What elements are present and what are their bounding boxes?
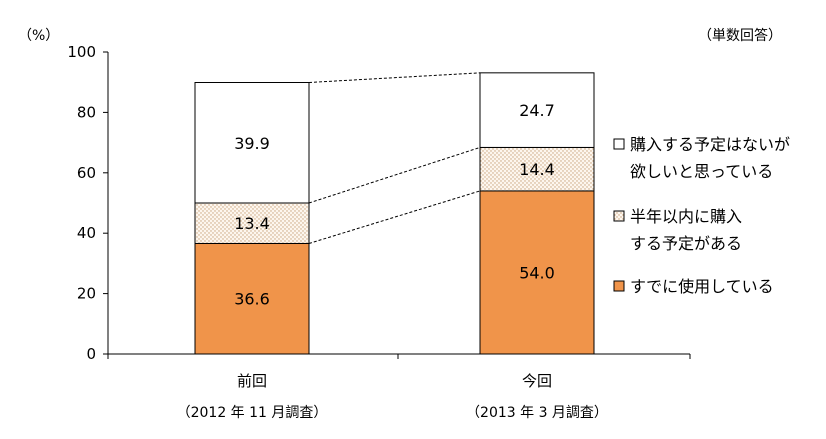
bar-segment (194, 202, 310, 244)
x-axis: 前回 （2012 年 11 月調査） 今回 （2013 年 3 月調査） (107, 353, 691, 421)
legend-label: 購入する予定はないが (630, 135, 790, 154)
legend-swatch (613, 138, 625, 150)
legend-label: する予定がある (630, 234, 742, 253)
response-type-note: （単数回答） (698, 27, 782, 44)
data-label: 36.6 (234, 290, 270, 309)
bar-segment (479, 72, 595, 148)
connector-line (308, 190, 481, 244)
y-tick-label: 80 (77, 103, 96, 121)
data-label: 24.7 (519, 101, 555, 120)
connector-line (308, 72, 481, 84)
legend: 購入する予定はないが欲しいと思っている半年以内に購入する予定があるすでに使用して… (613, 135, 790, 296)
legend-label: 半年以内に購入 (630, 207, 742, 226)
bar-segment (194, 242, 310, 355)
y-tick-label: 0 (86, 345, 96, 363)
legend-swatch (613, 210, 625, 222)
y-tick-label: 60 (77, 164, 96, 182)
legend-label: 欲しいと思っている (630, 162, 773, 181)
legend-label: すでに使用している (630, 277, 774, 296)
bar-segment (194, 82, 310, 204)
data-label: 14.4 (519, 160, 555, 179)
category-label: 今回 (522, 372, 552, 390)
data-label: 39.9 (234, 134, 270, 153)
connector-lines (308, 72, 481, 244)
bar-segment (479, 190, 595, 355)
y-tick-label: 20 (77, 285, 96, 303)
category-label: 前回 (237, 372, 267, 390)
data-label: 13.4 (234, 214, 270, 233)
data-label: 54.0 (519, 263, 555, 282)
category-sublabel: （2013 年 3 月調査） (466, 405, 608, 421)
bar-segment (479, 146, 595, 192)
legend-swatch (613, 280, 625, 292)
y-unit-label: （%） (18, 28, 59, 44)
y-axis: 0 20 40 60 80 100 (67, 43, 109, 363)
data-labels: 36.6 13.4 39.9 54.0 14.4 24.7 (234, 101, 555, 309)
connector-line (308, 146, 481, 204)
y-tick-label: 100 (67, 43, 96, 61)
bars (194, 72, 595, 355)
y-tick-label: 40 (77, 224, 96, 242)
category-sublabel: （2012 年 11 月調査） (177, 405, 328, 421)
